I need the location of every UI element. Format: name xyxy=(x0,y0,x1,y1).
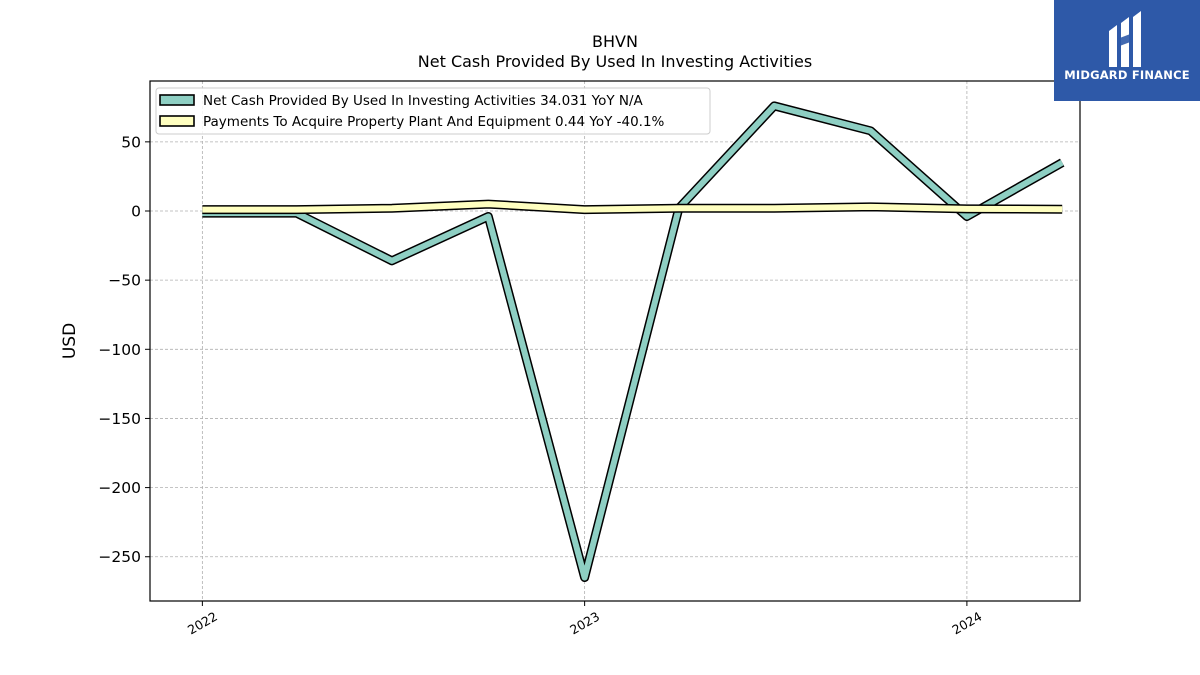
y-tick-label: 0 xyxy=(131,203,141,221)
y-axis-label: USD xyxy=(60,323,80,359)
x-axis: 2022 2023 2024 xyxy=(185,601,984,638)
chart-title: BHVN xyxy=(592,32,638,51)
x-tick-label: 2024 xyxy=(949,609,984,638)
y-tick-label: −250 xyxy=(98,548,141,566)
series-0-line xyxy=(202,102,1064,581)
legend-box xyxy=(155,87,711,135)
midgard-finance-logo: MIDGARD FINANCE xyxy=(1054,0,1200,101)
plot-frame xyxy=(149,80,1081,602)
y-tick-label: −50 xyxy=(108,272,141,290)
legend-swatch xyxy=(159,94,195,106)
legend-swatch xyxy=(159,115,195,127)
legend-label: Payments To Acquire Property Plant And E… xyxy=(203,114,665,130)
logo-text: MIDGARD FINANCE xyxy=(1064,68,1190,82)
series-0-outline xyxy=(202,101,1065,582)
x-tick-label: 2023 xyxy=(567,609,602,638)
logo-mark-icon xyxy=(1109,11,1141,67)
chart-subtitle: Net Cash Provided By Used In Investing A… xyxy=(418,52,812,71)
y-tick-label: 50 xyxy=(121,133,141,151)
y-tick-label: −100 xyxy=(98,341,141,359)
legend-label: Net Cash Provided By Used In Investing A… xyxy=(203,93,644,109)
y-tick-label: −150 xyxy=(98,410,141,428)
x-tick-label: 2022 xyxy=(185,609,220,638)
grid xyxy=(150,81,1080,601)
y-axis: 50 0 −50 −100 −150 −200 −250 xyxy=(98,133,150,566)
y-tick-label: −200 xyxy=(98,479,141,497)
series-1-line xyxy=(202,201,1063,213)
legend: Net Cash Provided By Used In Investing A… xyxy=(155,87,711,135)
series-layer xyxy=(202,101,1065,582)
